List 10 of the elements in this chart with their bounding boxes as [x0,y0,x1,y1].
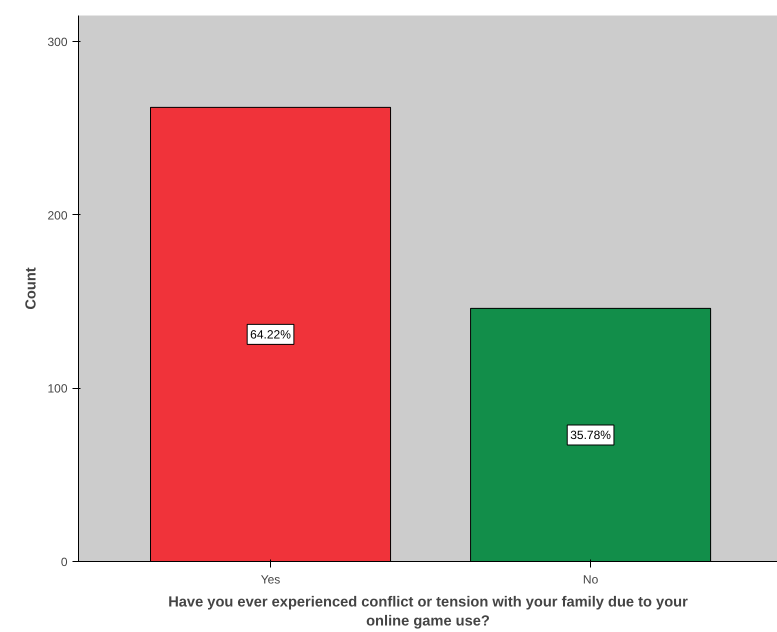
y-tick-label: 0 [60,555,68,569]
annotation: 35.78% [570,428,612,442]
x-tick-label: No [582,572,599,586]
y-tick-label: 300 [47,35,68,49]
annotation: 64.22% [250,327,292,342]
y-tick-label: 100 [47,382,68,396]
y-tick-label: 200 [47,208,68,222]
y-axis-title: Count [23,267,40,310]
x-tick-label: Yes [260,572,280,586]
x-axis-title: Have you ever experienced conflict or tension with your family due to your online game use? [168,594,688,630]
